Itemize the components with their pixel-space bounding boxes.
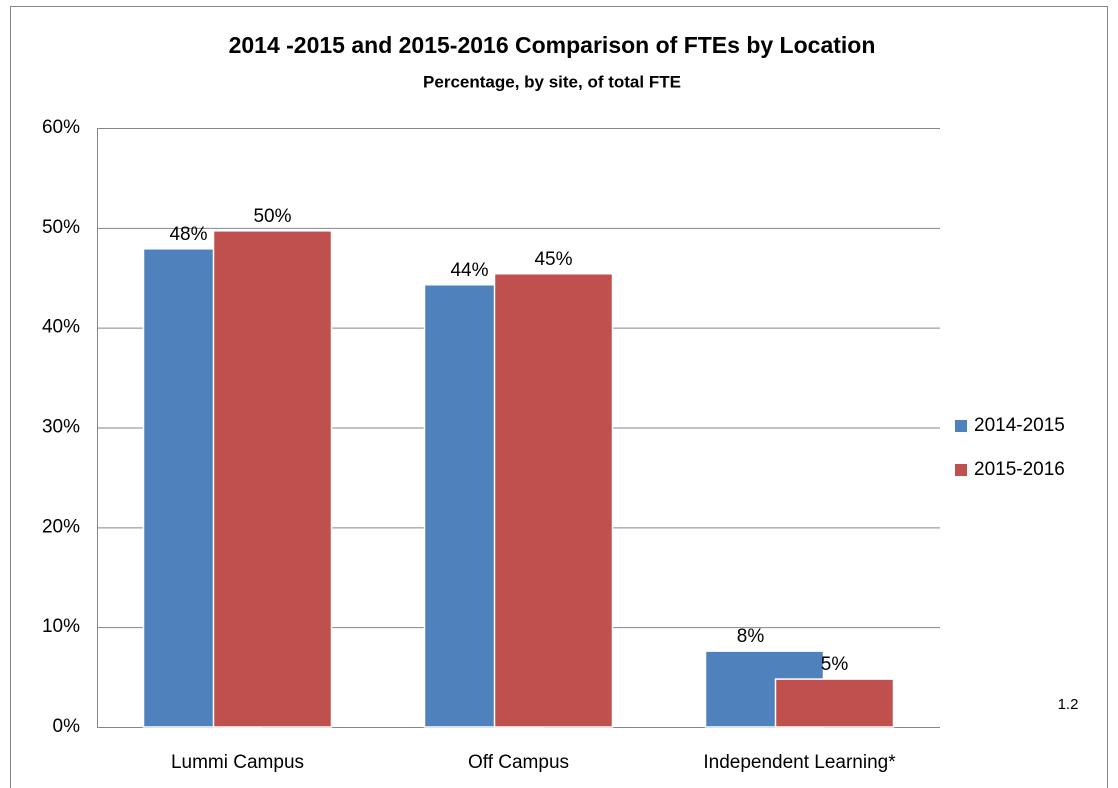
bar (774, 678, 895, 728)
y-tick-label: 0% (53, 716, 81, 737)
x-tick-label: Independent Learning* (703, 752, 896, 773)
data-label: 5% (821, 654, 849, 675)
annotation: 1.2 (1058, 696, 1079, 713)
bar (493, 273, 614, 728)
chart-subtitle: Percentage, by site, of total FTE (423, 72, 681, 91)
x-tick-label: Lummi Campus (171, 752, 304, 773)
y-tick-label: 10% (42, 616, 80, 637)
data-label: 44% (450, 260, 488, 281)
legend-swatch (955, 420, 967, 432)
y-tick-label: 60% (42, 117, 80, 138)
legend-swatch (955, 464, 967, 476)
x-tick-label: Off Campus (468, 752, 569, 773)
y-tick-label: 50% (42, 217, 80, 238)
y-tick-label: 30% (42, 417, 80, 438)
data-label: 48% (169, 224, 207, 245)
data-label: 50% (253, 206, 291, 227)
y-tick-label: 20% (42, 516, 80, 537)
bar (212, 230, 333, 728)
legend-label: 2014-2015 (974, 415, 1065, 436)
y-tick-label: 40% (42, 317, 80, 338)
legend-label: 2015-2016 (974, 459, 1065, 480)
data-label: 45% (534, 249, 572, 270)
chart-title: 2014 -2015 and 2015-2016 Comparison of F… (229, 32, 876, 58)
data-label: 8% (737, 626, 765, 647)
